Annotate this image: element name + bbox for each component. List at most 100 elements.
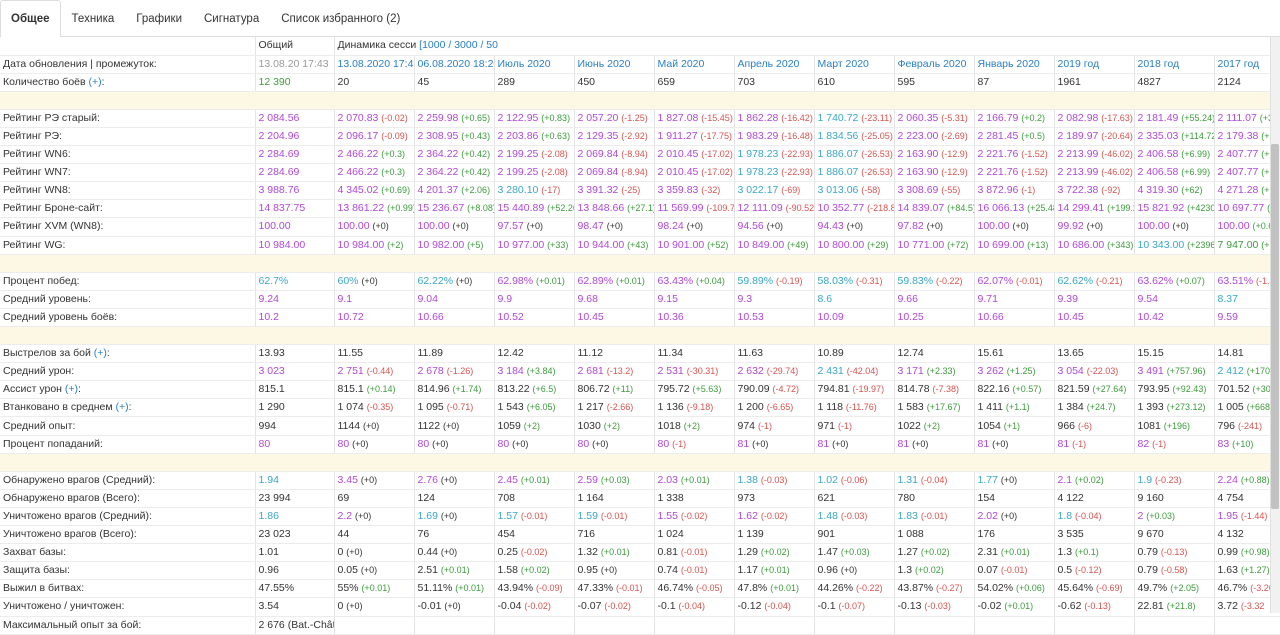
cell-value: 822.16 (+0.57) — [973, 380, 1054, 400]
period-link[interactable]: Февраль 2020 — [897, 57, 967, 70]
period-link[interactable]: Май 2020 — [657, 57, 705, 70]
dynamic-period-link[interactable]: [1000 / 3000 / 50 — [419, 39, 498, 52]
period-5[interactable]: Апрель 2020 — [733, 55, 814, 74]
cell-value: 0 (+0) — [333, 543, 414, 563]
value: 9.59 — [1217, 310, 1238, 323]
overall-value: 1.94 — [258, 473, 279, 486]
cell-value: 62.22% (+0) — [413, 272, 494, 291]
delta: (+0.3) — [381, 167, 406, 178]
value: 2 060.35 — [897, 111, 939, 124]
divider-cell — [0, 326, 1280, 346]
period-3[interactable]: Июнь 2020 — [573, 55, 654, 74]
delta: (-0.02) — [524, 601, 551, 612]
period-9[interactable]: 2019 год — [1053, 55, 1134, 74]
divider-cell — [0, 254, 1280, 273]
cell-value: 1 886.07 (-26.53) — [813, 145, 894, 165]
value: 3 872.96 — [977, 184, 1019, 197]
overall-value: 994 — [258, 419, 277, 432]
value: 69 — [337, 491, 350, 504]
value: 708 — [497, 491, 516, 504]
delta: (+0.02) — [760, 547, 790, 558]
period-8[interactable]: Январь 2020 — [973, 55, 1054, 74]
period-link[interactable]: 06.08.2020 18:20 — [417, 57, 495, 70]
period-link[interactable]: Июль 2020 — [497, 57, 551, 70]
period-link[interactable]: Январь 2020 — [977, 57, 1040, 70]
period-10[interactable]: 2018 год — [1133, 55, 1214, 74]
delta: (+0) — [840, 565, 858, 576]
value: 815.1 — [337, 383, 364, 396]
period-7[interactable]: Февраль 2020 — [893, 55, 974, 74]
table-row: Рейтинг WN8: 3 988.76 4 345.02 (+0.69) 4 20… — [0, 181, 1280, 201]
expand-plus-link[interactable]: (+) — [88, 75, 102, 88]
cell-value: 46.74% (-0.05) — [653, 579, 734, 599]
period-link[interactable]: 13.08.2020 17:43 — [337, 57, 415, 70]
tab-2[interactable]: Графики — [136, 13, 182, 25]
cell-value: 10 944.00 (+43) — [573, 236, 654, 255]
cell-value: 1.48 (-0.03) — [813, 507, 894, 527]
tab-0[interactable]: Общее — [0, 0, 61, 37]
cell-value: 3.72 (-3.32 — [1213, 597, 1280, 617]
value: 10 849.00 — [737, 238, 785, 251]
tab-1[interactable]: Техника — [71, 13, 115, 25]
cell-value: 63.51% (-1.4 — [1213, 272, 1280, 291]
value: 14.81 — [1217, 347, 1244, 360]
cell-value: 2.02 (+0) — [973, 507, 1054, 527]
cell-value: 83 (+10) — [1213, 435, 1280, 454]
delta: (-0.05) — [696, 583, 723, 594]
delta: (-1) — [1152, 438, 1167, 449]
cell-value: 2 213.99 (-46.02) — [1053, 145, 1134, 165]
period-link[interactable]: 2018 год — [1137, 57, 1180, 70]
scrollbar-thumb[interactable] — [1271, 144, 1279, 509]
cell-value: 806.72 (+11) — [573, 380, 654, 400]
period-4[interactable]: Май 2020 — [653, 55, 734, 74]
cell-overall: 10 984.00 — [254, 236, 334, 255]
vertical-scrollbar[interactable] — [1270, 37, 1280, 613]
delta: (+0.01) — [770, 583, 799, 594]
period-link[interactable]: Апрель 2020 — [737, 57, 800, 70]
value: 2.24 — [1217, 473, 1238, 486]
value: 0.25 — [497, 546, 518, 559]
period-link[interactable]: 2019 год — [1057, 57, 1100, 70]
value: -0.62 — [1057, 600, 1082, 613]
cell-value: 4 345.02 (+0.69) — [333, 181, 414, 201]
value: 2 199.25 — [497, 166, 539, 179]
cell-overall: 3.54 — [254, 597, 334, 617]
period-link[interactable]: Март 2020 — [817, 57, 869, 70]
cell-value: 12.74 — [893, 344, 974, 364]
period-link[interactable]: Июнь 2020 — [577, 57, 631, 70]
expand-plus-link[interactable]: (+) — [64, 383, 78, 396]
cell-value: 1081 (+196) — [1133, 416, 1214, 436]
period-0[interactable]: 13.08.2020 17:43 — [333, 55, 415, 74]
group-divider — [0, 91, 1280, 110]
cell-value: 2 179.38 (+6 — [1213, 127, 1280, 147]
delta: (+62) — [1181, 185, 1203, 196]
delta: (-8.94) — [621, 167, 648, 178]
cell-value: 14 839.07 (+84.5) — [893, 199, 974, 219]
cell-value: 2.45 (+0.01) — [493, 471, 574, 490]
value: 2 364.22 — [417, 166, 459, 179]
period-link[interactable]: 2017 год — [1217, 57, 1260, 70]
value: 1 583 — [897, 401, 924, 414]
period-6[interactable]: Март 2020 — [813, 55, 894, 74]
value: -0.12 — [737, 600, 762, 613]
value: 1.31 — [897, 473, 918, 486]
value: 2.03 — [657, 473, 678, 486]
period-11[interactable]: 2017 год — [1213, 55, 1280, 74]
cell-value: 2.03 (+0.01) — [653, 471, 734, 490]
cell-value: 100.00 (+0) — [333, 217, 414, 237]
cell-value: 98.47 (+0) — [573, 217, 654, 237]
cell-value: 3 491 (+757.96) — [1133, 362, 1214, 382]
period-1[interactable]: 06.08.2020 18:20 — [413, 55, 495, 74]
cell-value: 10.52 — [493, 308, 574, 328]
period-2[interactable]: Июль 2020 — [493, 55, 574, 74]
table-row: Выстрелов за бой (+): 13.93 11.55 11.89 12.4… — [0, 344, 1280, 364]
cell-value: 13 848.66 (+27.1) — [573, 199, 654, 219]
cell-value: 4 271.28 (+7 — [1213, 181, 1280, 201]
cell-value: 3 391.32 (-25) — [573, 181, 654, 201]
expand-plus-link[interactable]: (+) — [93, 347, 107, 360]
expand-plus-link[interactable]: (+) — [115, 401, 129, 414]
cell-value: 1 118 (-11.76) — [813, 398, 894, 418]
tab-4[interactable]: Список избранного (2) — [281, 13, 401, 25]
tab-3[interactable]: Сигнатура — [204, 13, 260, 25]
value: 9.1 — [337, 292, 353, 305]
